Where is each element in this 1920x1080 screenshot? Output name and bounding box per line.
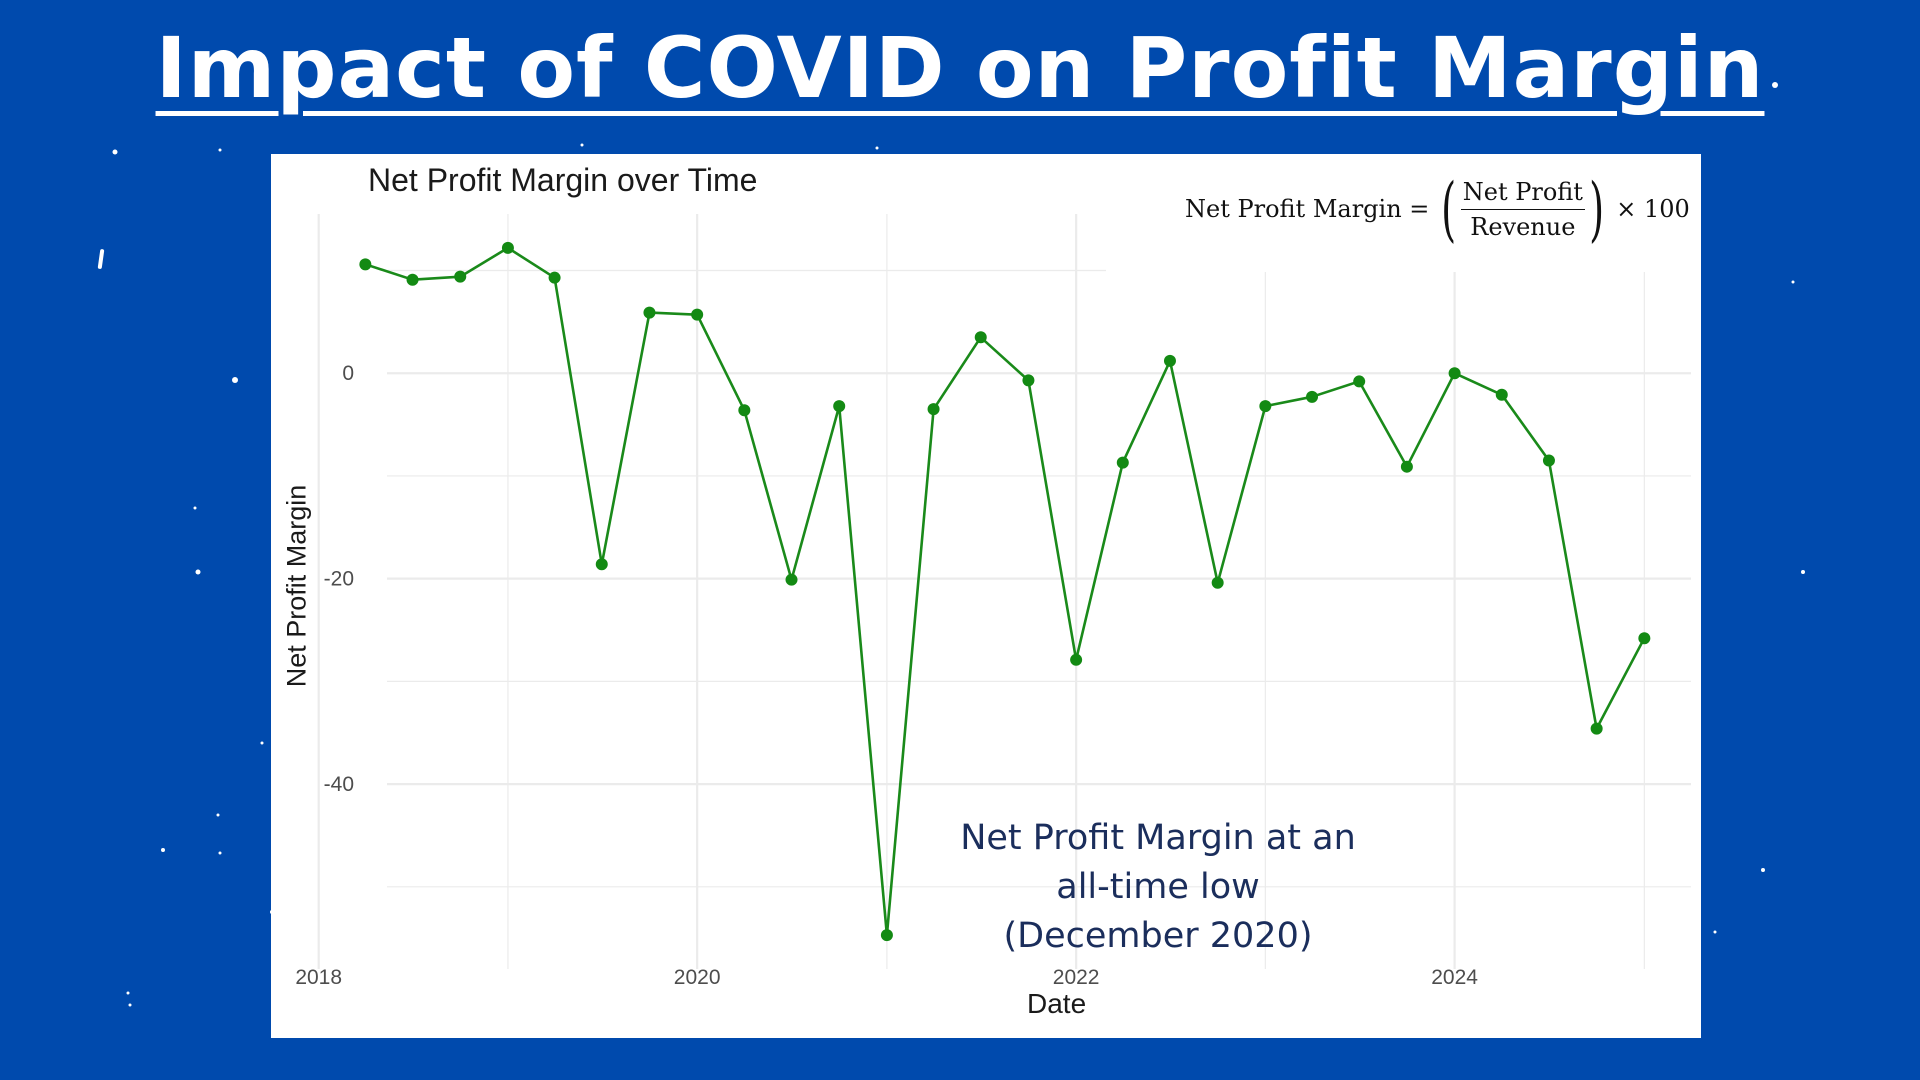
data-point [1638, 632, 1651, 645]
data-point [1070, 653, 1083, 666]
data-point [927, 403, 940, 416]
x-tick-label: 2020 [674, 966, 721, 989]
formula-lhs: Net Profit Margin = [1185, 195, 1430, 223]
data-point [738, 404, 751, 417]
data-point [1448, 367, 1461, 380]
x-tick-label: 2024 [1431, 966, 1478, 989]
y-tick-label: 0 [342, 362, 354, 385]
right-paren: ) [1589, 168, 1605, 250]
y-tick-label: -40 [324, 773, 354, 796]
formula-denominator: Revenue [1470, 212, 1576, 241]
data-point [1211, 576, 1224, 589]
x-tick-label: 2022 [1053, 966, 1100, 989]
data-point [454, 270, 467, 283]
data-point [406, 273, 419, 286]
chart-panel: 2018 2020 2022 2024 0 -20 -40 Net Profit Margi… [271, 154, 1701, 1038]
data-point [1495, 388, 1508, 401]
data-point [1306, 390, 1319, 403]
y-tick-label: -20 [324, 568, 354, 591]
annotation-text: Net Profit Margin at an all-time low (De… [960, 818, 1356, 956]
data-point [1590, 722, 1603, 735]
formula-numerator: Net Profit [1460, 178, 1585, 210]
page-title: Impact of COVID on Profit Margin [155, 19, 1765, 117]
data-point [1163, 354, 1176, 367]
data-point [833, 400, 846, 413]
data-point [1022, 374, 1035, 387]
data-point [785, 573, 798, 586]
formula: Net Profit Margin = ( Net Profit Revenue… [1185, 168, 1690, 250]
data-point [501, 241, 514, 254]
data-point [1400, 460, 1413, 473]
data-point [880, 929, 893, 942]
formula-backdrop [1106, 154, 1701, 272]
formula-fraction: Net Profit Revenue [1460, 178, 1585, 241]
data-point [595, 558, 608, 571]
x-tick-label: 2018 [295, 966, 342, 989]
x-axis-label: Date [1027, 988, 1087, 1019]
data-point [1259, 400, 1272, 413]
data-point [974, 331, 987, 344]
y-axis-label: Net Profit Margin [281, 484, 312, 688]
chart-title: Net Profit Margin over Time [368, 162, 758, 198]
data-point [1542, 454, 1555, 467]
data-point [359, 258, 372, 271]
line-chart: 2018 2020 2022 2024 0 -20 -40 [295, 154, 1701, 989]
series-line [364, 246, 1646, 937]
data-point [691, 308, 704, 321]
data-point [1353, 375, 1366, 388]
data-point [643, 306, 656, 319]
data-point [1116, 456, 1129, 469]
left-paren: ( [1441, 168, 1457, 250]
formula-rhs: × 100 [1616, 195, 1690, 223]
data-point [548, 271, 561, 284]
